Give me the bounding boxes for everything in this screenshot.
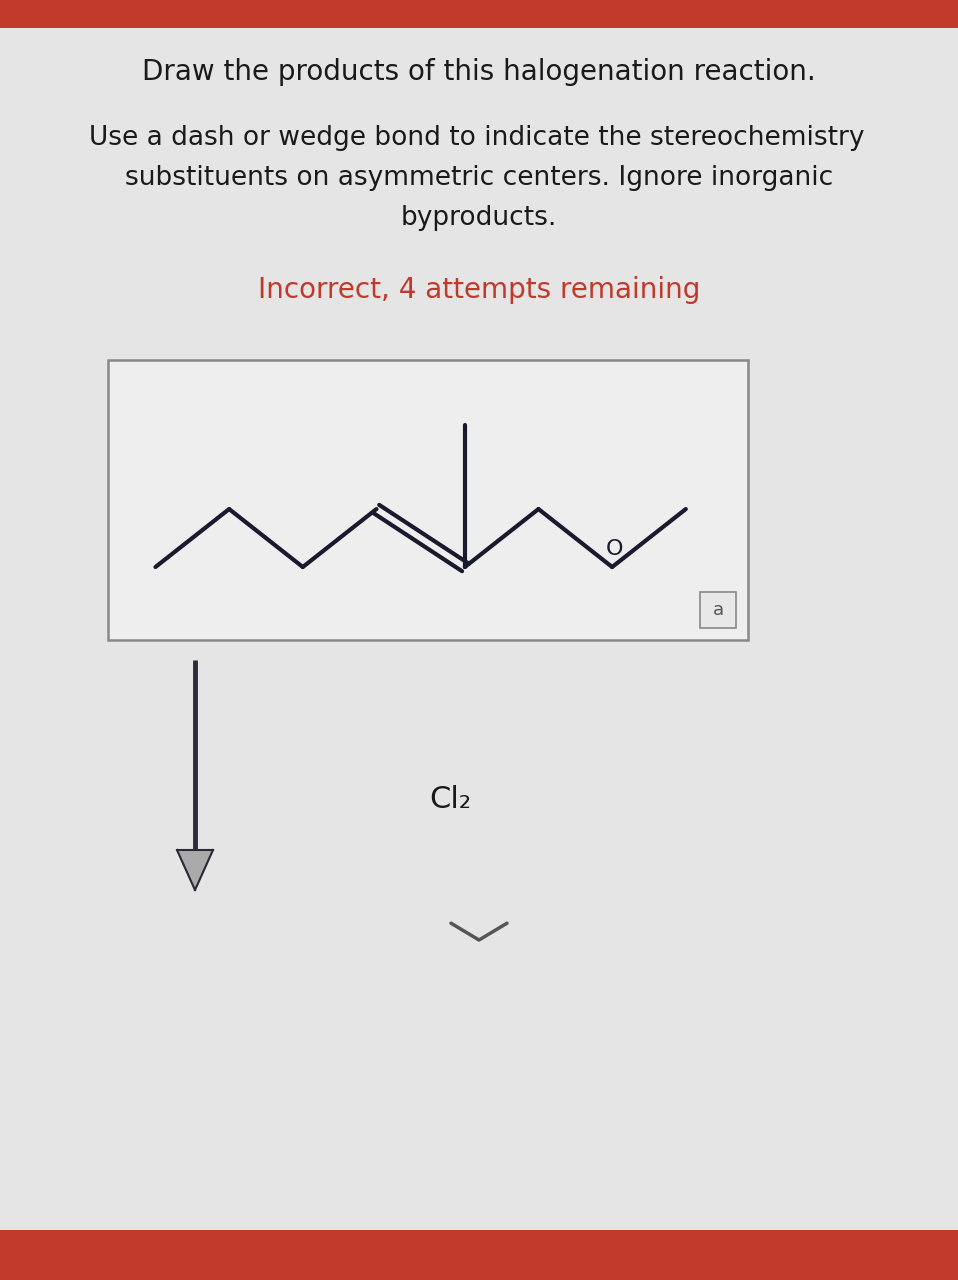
Text: O: O <box>605 539 623 559</box>
Bar <box>0 0 958 28</box>
Text: Cl₂: Cl₂ <box>429 786 471 814</box>
Polygon shape <box>177 850 213 890</box>
Text: substituents on asymmetric centers. Ignore inorganic: substituents on asymmetric centers. Igno… <box>125 165 833 191</box>
Text: Use a dash or wedge bond to indicate the stereochemistry: Use a dash or wedge bond to indicate the… <box>89 125 869 151</box>
Bar <box>108 360 748 640</box>
Bar <box>0 1230 958 1280</box>
Text: a: a <box>713 602 723 620</box>
Text: byproducts.: byproducts. <box>400 205 558 230</box>
Text: Draw the products of this halogenation reaction.: Draw the products of this halogenation r… <box>142 58 816 86</box>
Text: Incorrect, 4 attempts remaining: Incorrect, 4 attempts remaining <box>258 276 700 303</box>
Bar <box>700 591 736 628</box>
